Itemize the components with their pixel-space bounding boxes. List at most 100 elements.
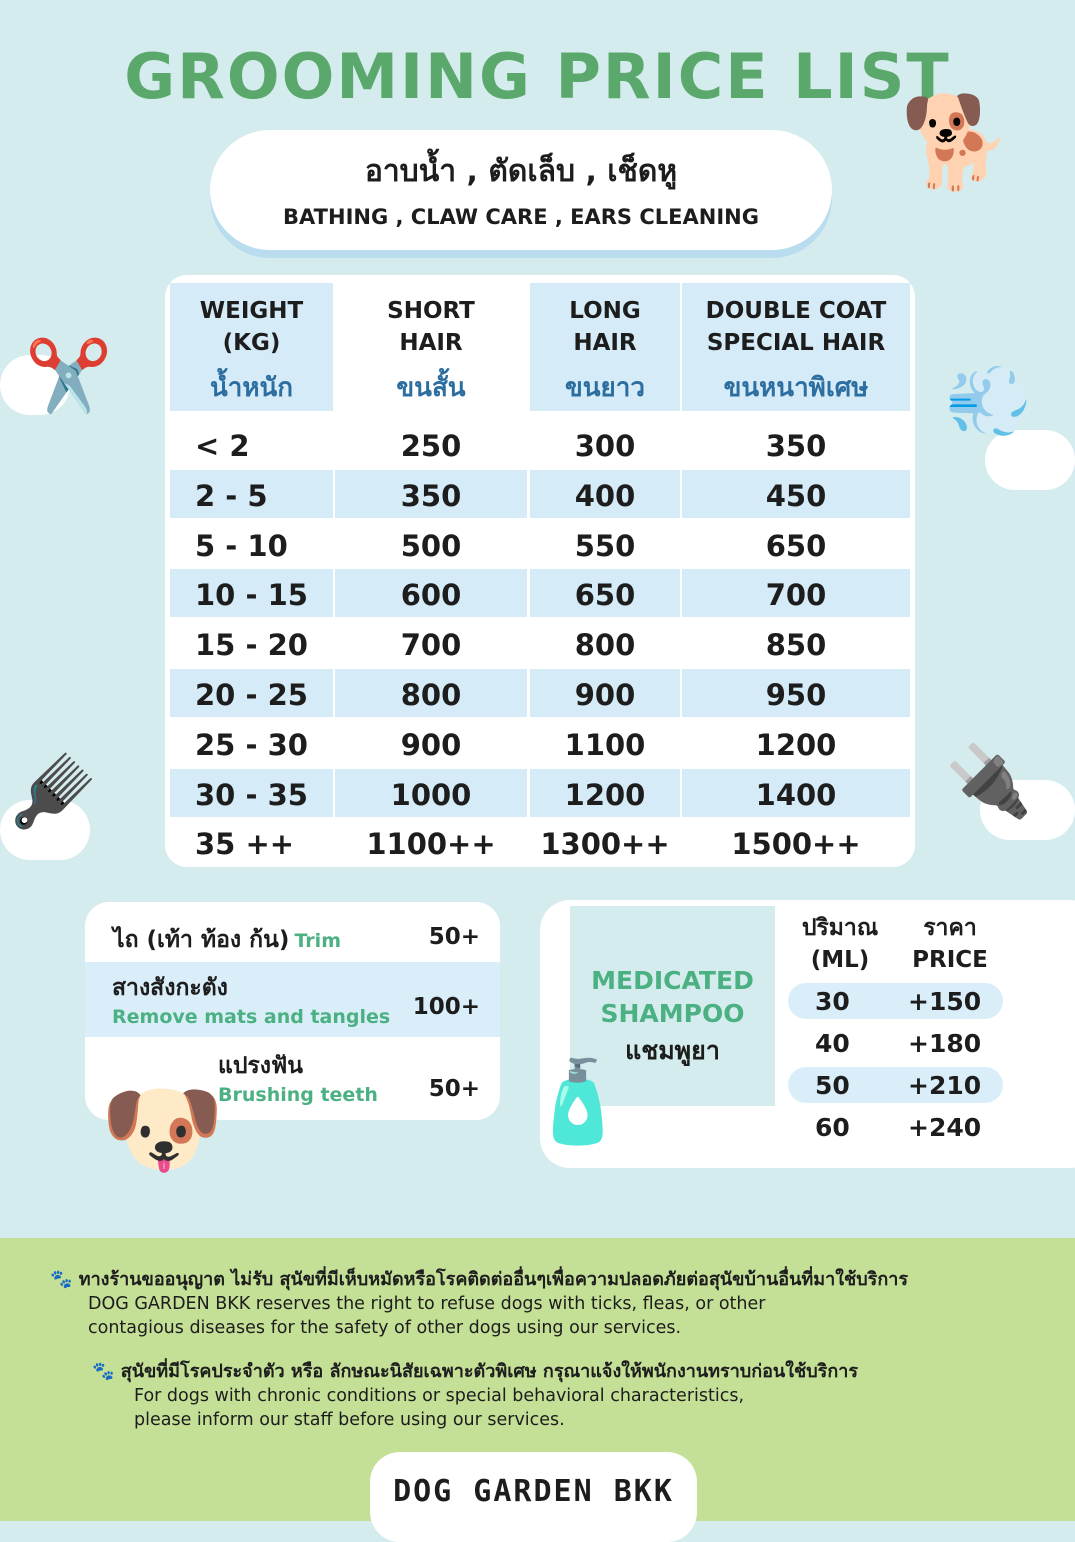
banner-english: BATHING , CLAW CARE , EARS CLEANING	[283, 205, 759, 229]
volume-cell: 50	[815, 1071, 850, 1100]
volume-cell: 40	[815, 1029, 850, 1058]
table-row: 5 - 10 500 550 650	[165, 520, 915, 568]
price-cell: 1200	[530, 768, 680, 817]
price-cell: 1500++	[731, 827, 861, 862]
price-cell: 700	[682, 569, 910, 618]
header-short-hair: SHORT HAIR ขนสั้น	[335, 283, 527, 411]
shampoo-row: 40 +180	[788, 1025, 1003, 1061]
price-cell: 300	[574, 429, 636, 463]
price-cell: 550	[574, 528, 636, 563]
table-row: 25 - 30 900 1100 1200	[165, 719, 915, 767]
shampoo-row: 30 +150	[788, 983, 1003, 1019]
medicated-shampoo-card: MEDICATED SHAMPOO แชมพูยา ปริมาณ (ML) รา…	[540, 900, 1075, 1168]
shampoo-row: 60 +240	[788, 1109, 1003, 1145]
price-cell: 350	[335, 469, 527, 518]
weight-cell: 20 - 25	[170, 669, 333, 717]
note-1: 🐾 ทางร้านขออนุญาต ไม่รับ สุนัขที่มีเห็บห…	[50, 1268, 908, 1340]
price-cell: +240	[908, 1113, 982, 1142]
table-row: 35 ++ 1100++ 1300++ 1500++	[165, 818, 915, 866]
header-en: WEIGHT	[199, 298, 304, 324]
price-header-en: PRICE	[912, 947, 988, 973]
price-cell: 1000	[335, 768, 527, 817]
table-row: < 2 250 300 350	[165, 420, 915, 468]
price-cell: 400	[530, 469, 680, 518]
header-en: HAIR	[573, 330, 637, 356]
hair-dryer-icon: 💨	[945, 360, 1033, 442]
weight-cell: 35 ++	[195, 827, 295, 862]
note-thai: สุนัขที่มีโรคประจำตัว หรือ ลักษณะนิสัยเฉ…	[120, 1361, 859, 1382]
header-th: ขนสั้น	[396, 373, 466, 403]
price-cell: 900	[400, 727, 462, 762]
note-english: contagious diseases for the safety of ot…	[88, 1318, 682, 1338]
shiba-dog-illustration: 🐕	[900, 90, 1013, 195]
price-cell: 250	[400, 429, 462, 463]
header-en: LONG	[569, 298, 641, 324]
volume-header-th: ปริมาณ	[801, 915, 879, 941]
price-cell: 600	[335, 569, 527, 618]
header-th: ขนยาว	[565, 373, 645, 403]
weight-cell: 15 - 20	[195, 628, 308, 663]
price-cell: 900	[530, 669, 680, 717]
table-row: 20 - 25 800 900 950	[165, 669, 915, 717]
price-cell: 1400	[682, 768, 910, 817]
brush-icon: 🪮	[10, 750, 98, 832]
price-cell: 650	[530, 569, 680, 618]
weight-cell: < 2	[195, 429, 250, 463]
extra-english: Brushing teeth	[218, 1084, 378, 1106]
price-header-th: ราคา	[923, 915, 977, 941]
shampoo-title: SHAMPOO	[600, 999, 745, 1028]
table-row: 10 - 15 600 650 700	[165, 569, 915, 618]
cloud-decoration	[0, 355, 70, 415]
volume-cell: 30	[815, 987, 850, 1016]
extra-english: Trim	[294, 930, 341, 952]
weight-cell: 5 - 10	[195, 528, 288, 563]
cloud-decoration	[0, 800, 90, 860]
header-en: (KG)	[222, 330, 281, 356]
banner-thai: อาบน้ำ , ตัดเล็บ , เช็ดหู	[364, 154, 678, 189]
price-cell: 500	[400, 528, 462, 563]
header-th: ขนหนาพิเศษ	[723, 373, 869, 403]
price-cell: 850	[765, 628, 827, 663]
page-title: GROOMING PRICE LIST	[124, 40, 951, 113]
price-cell: 450	[682, 469, 910, 518]
weight-cell: 25 - 30	[195, 727, 308, 762]
services-banner: อาบน้ำ , ตัดเล็บ , เช็ดหู BATHING , CLAW…	[210, 130, 832, 250]
weight-cell: 30 - 35	[170, 768, 333, 817]
header-en: HAIR	[399, 330, 463, 356]
price-header: ราคา PRICE	[900, 912, 1000, 976]
table-row: 30 - 35 1000 1200 1400	[165, 768, 915, 817]
header-th: น้ำหนัก	[209, 373, 294, 403]
table-row: 2 - 5 350 400 450	[165, 469, 915, 518]
shampoo-title: MEDICATED	[591, 966, 754, 995]
header-double-coat: DOUBLE COAT SPECIAL HAIR ขนหนาพิเศษ	[682, 283, 910, 411]
price-cell: 1100	[564, 727, 646, 762]
extra-thai: ไถ (เท้า ท้อง ก้น)	[113, 927, 290, 953]
extra-price: 50+	[428, 924, 480, 950]
price-cell: +150	[908, 987, 982, 1016]
note-english: DOG GARDEN BKK reserves the right to ref…	[88, 1294, 766, 1314]
volume-cell: 60	[815, 1113, 850, 1142]
header-en: SHORT	[387, 298, 475, 324]
table-row: 15 - 20 700 800 850	[165, 619, 915, 667]
extra-thai: สางสังกะตัง	[112, 975, 228, 1001]
volume-header-en: (ML)	[810, 947, 870, 973]
extra-services-card: ไถ (เท้า ท้อง ก้น) Trim 50+ สางสังกะตัง …	[85, 902, 500, 1120]
price-table: WEIGHT (KG) น้ำหนัก SHORT HAIR ขนสั้น LO…	[165, 275, 915, 867]
extra-english: Remove mats and tangles	[112, 1006, 391, 1028]
scissors-icon: ✂️	[25, 335, 113, 417]
price-cell: 350	[765, 429, 827, 463]
shampoo-bottle-icon: 🧴	[528, 1055, 628, 1148]
price-cell: 1200	[755, 727, 837, 762]
extra-thai: แปรงฟัน	[218, 1053, 304, 1079]
volume-header: ปริมาณ (ML)	[795, 912, 885, 976]
price-cell: 800	[574, 628, 636, 663]
shampoo-thai: แชมพูยา	[625, 1036, 720, 1065]
extra-price: 50+	[428, 1076, 480, 1102]
cloud-decoration	[985, 430, 1075, 490]
note-english: please inform our staff before using our…	[134, 1410, 565, 1430]
clipper-icon: 🔌	[945, 740, 1033, 822]
weight-cell: 10 - 15	[170, 569, 333, 618]
price-cell: +210	[908, 1071, 982, 1100]
logo: DOG GARDEN BKK	[370, 1452, 697, 1542]
price-cell: 950	[682, 669, 910, 717]
